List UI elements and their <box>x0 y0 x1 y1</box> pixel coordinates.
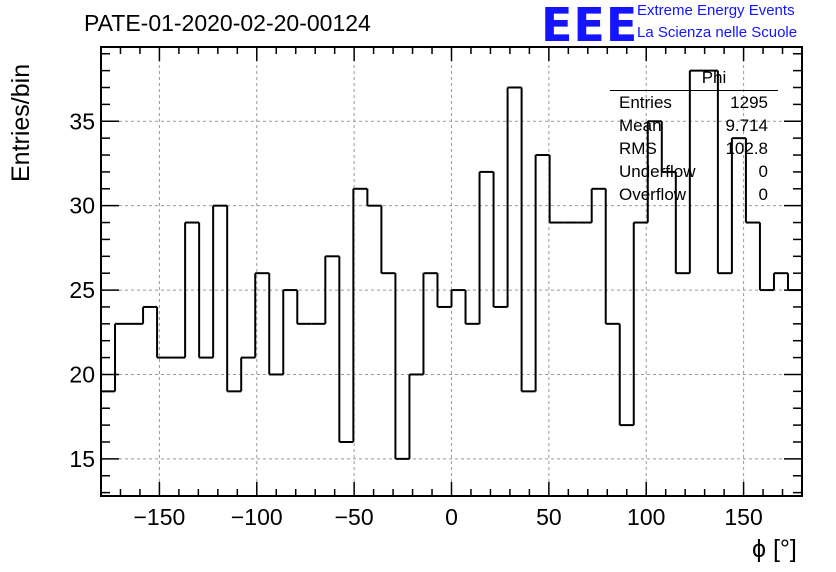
brand-line-2: La Scienza nelle Scuole <box>637 24 798 41</box>
y-tick-label: 20 <box>69 361 95 387</box>
stats-row: RMS 102.8 <box>610 137 778 160</box>
stats-value: 9.714 <box>725 116 768 135</box>
stats-value: 102.8 <box>725 139 768 158</box>
stats-value: 1295 <box>730 93 768 112</box>
x-axis-label: ϕ [°] <box>752 535 797 563</box>
x-tick-label: 50 <box>536 504 562 530</box>
stats-value: 0 <box>758 162 768 181</box>
stats-title: Phi <box>610 64 778 91</box>
brand-line-1: Extreme Energy Events <box>637 2 795 19</box>
x-tick-label: 100 <box>627 504 665 530</box>
y-tick-label: 25 <box>69 277 95 303</box>
chart-title: PATE-01-2020-02-20-00124 <box>84 10 371 36</box>
x-tick-label: −50 <box>335 504 374 530</box>
stats-row: Underflow 0 <box>610 160 778 183</box>
tick-labels: −150 −100 −50 0 50 100 150 15 20 25 30 35 <box>69 108 762 530</box>
x-tick-label: −100 <box>231 504 283 530</box>
stats-row: Overflow 0 <box>610 183 778 206</box>
x-tick-label: 0 <box>445 504 458 530</box>
stats-key: Mean <box>619 116 662 135</box>
y-tick-label: 30 <box>69 193 95 219</box>
y-tick-label: 15 <box>69 446 95 472</box>
stats-value: 0 <box>758 185 768 204</box>
stats-key: RMS <box>619 139 657 158</box>
y-tick-label: 35 <box>69 108 95 134</box>
stats-key: Underflow <box>619 162 696 181</box>
eee-logo: EEE <box>541 0 639 52</box>
stats-row: Entries 1295 <box>610 91 778 114</box>
stats-box: Phi Entries 1295 Mean 9.714 RMS 102.8 Un… <box>610 64 778 206</box>
stats-key: Overflow <box>619 185 687 204</box>
axis-ticks <box>100 47 803 496</box>
x-tick-label: 150 <box>724 504 762 530</box>
stats-row: Mean 9.714 <box>610 114 778 137</box>
y-axis-label: Entries/bin <box>7 63 35 182</box>
x-tick-label: −150 <box>134 504 186 530</box>
stats-key: Entries <box>619 93 672 112</box>
